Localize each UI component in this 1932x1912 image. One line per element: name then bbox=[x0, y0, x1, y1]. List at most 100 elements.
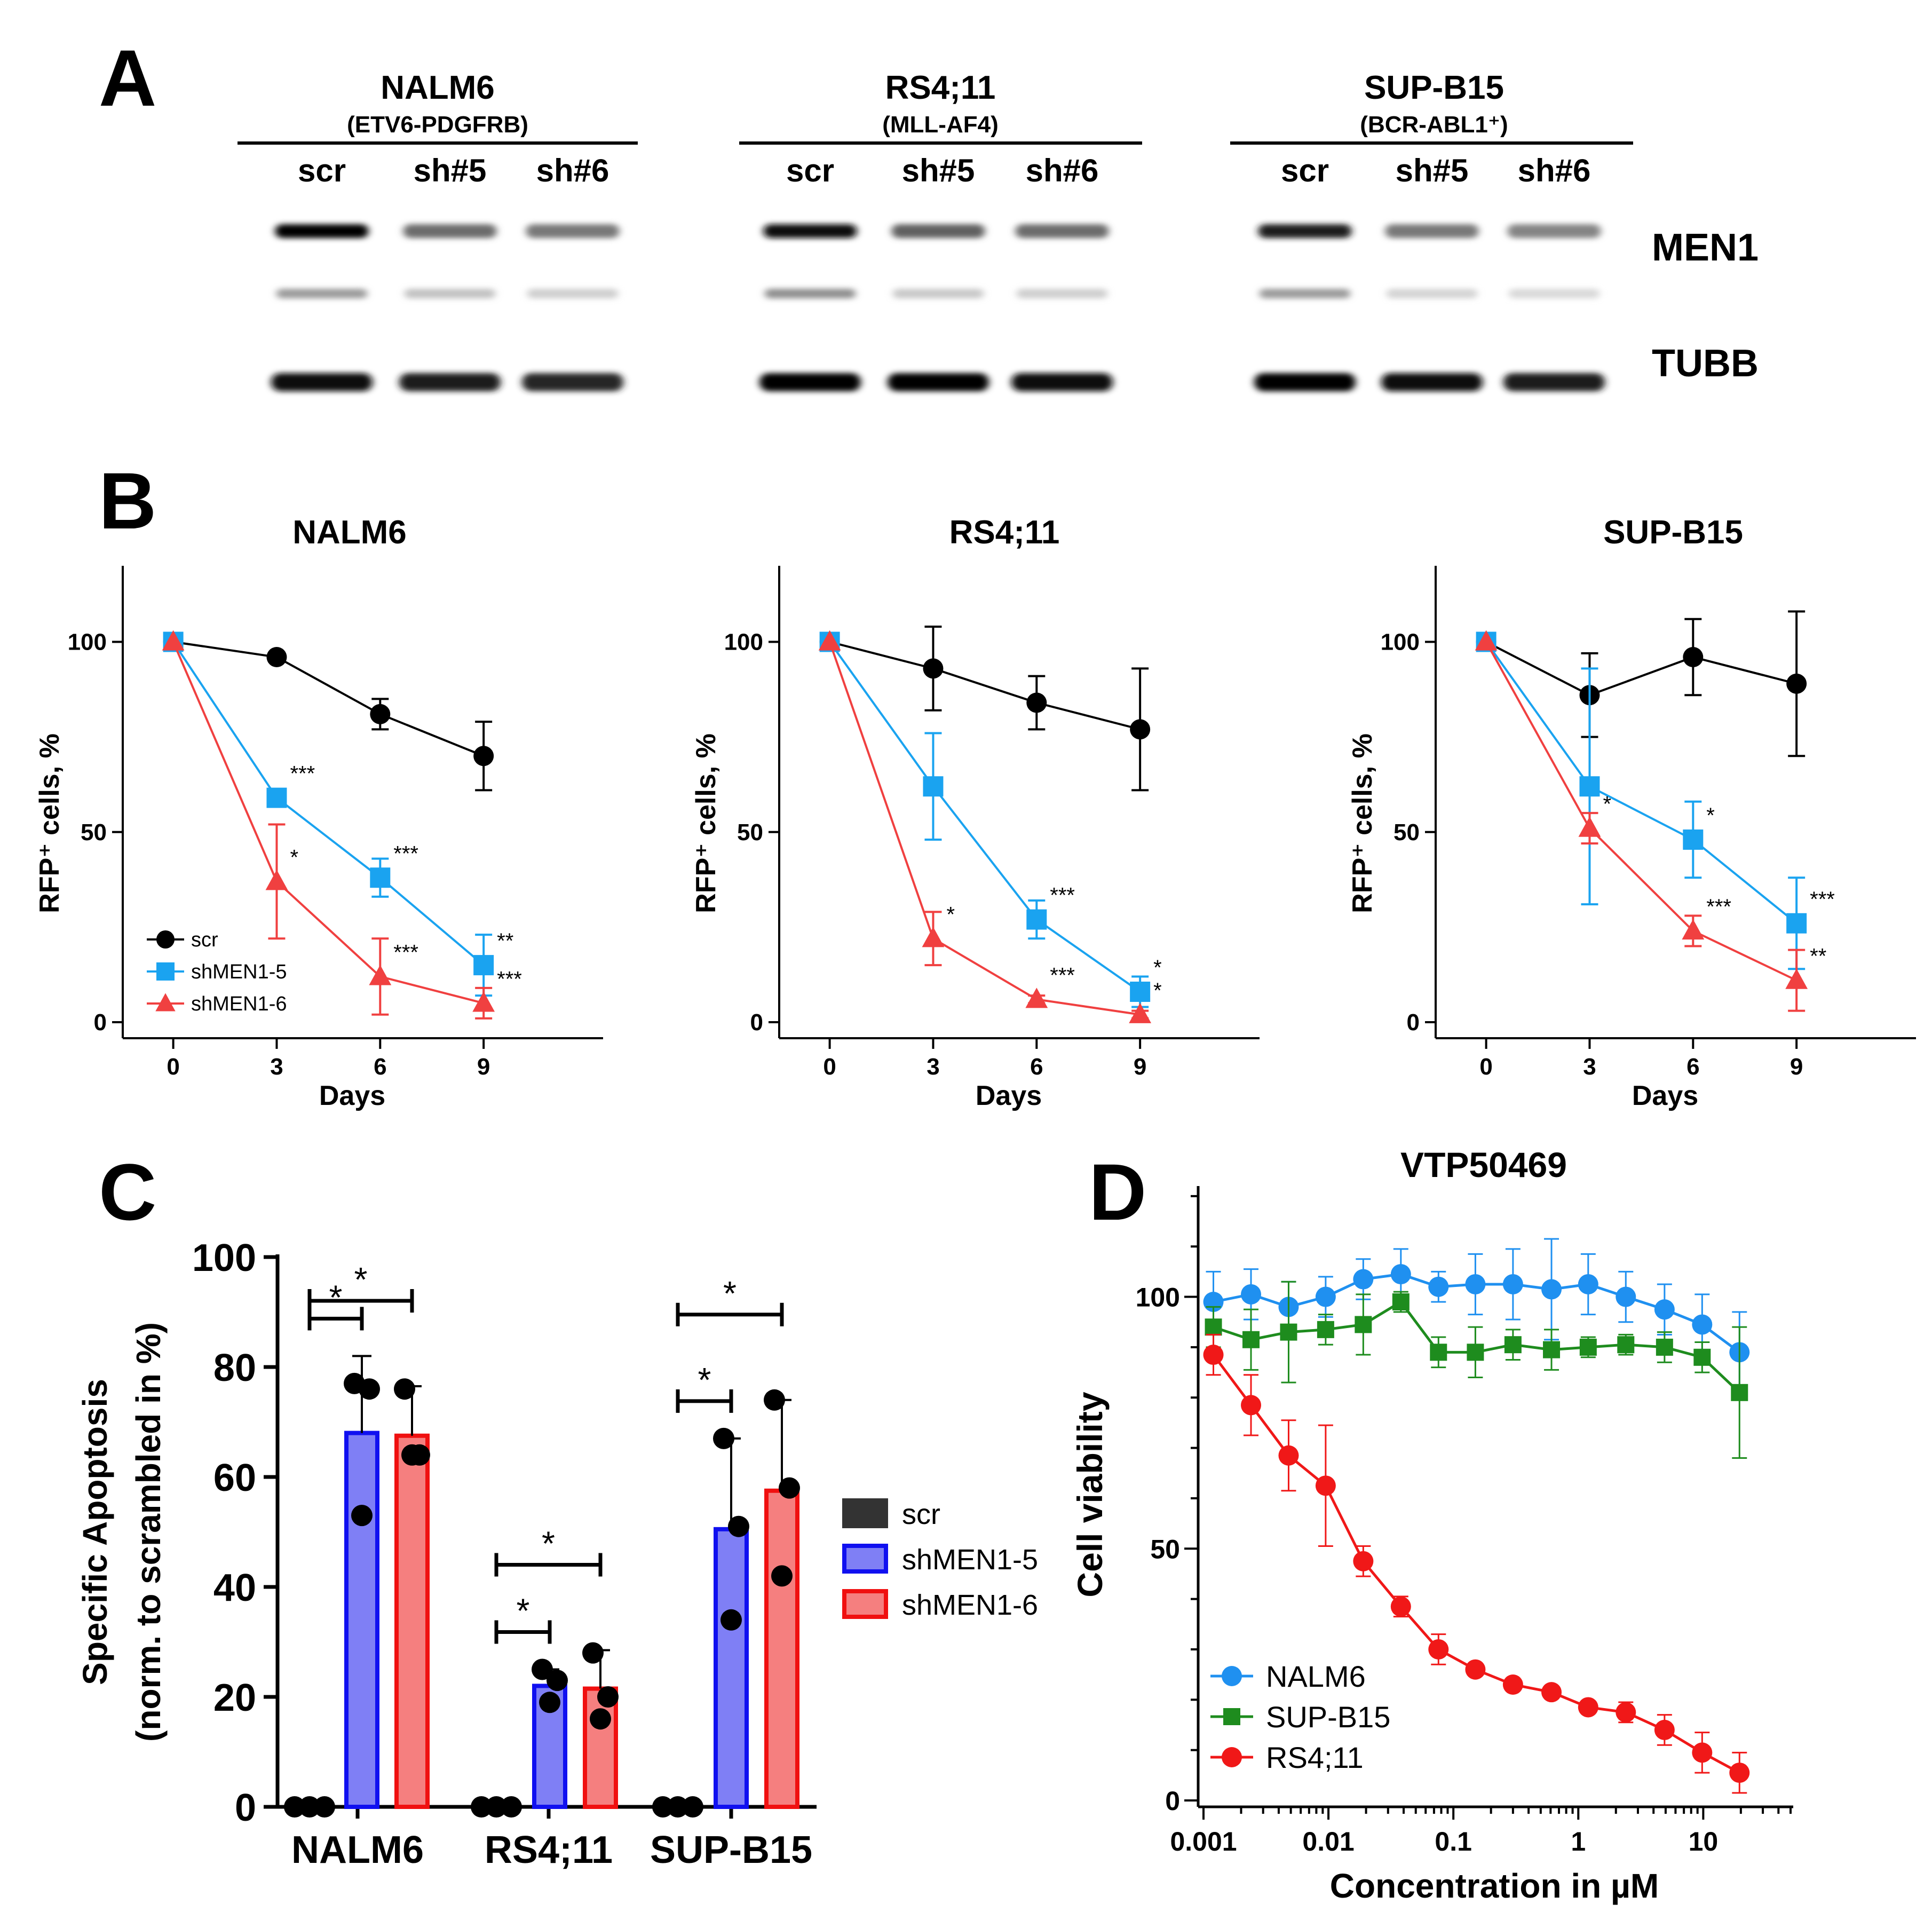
y-tick-label: 50 bbox=[737, 819, 763, 846]
data-point bbox=[1543, 1341, 1561, 1358]
replicate-point bbox=[394, 1378, 415, 1400]
blot-band bbox=[405, 289, 495, 298]
x-tick-label: 9 bbox=[477, 1054, 490, 1080]
data-point bbox=[1465, 1659, 1486, 1680]
series-line bbox=[828, 641, 1141, 1016]
blot-band bbox=[399, 373, 501, 391]
blot-band bbox=[275, 224, 369, 238]
y-axis-label: RFP⁺ cells, % bbox=[34, 733, 65, 913]
significance-label: ** bbox=[1810, 945, 1826, 968]
significance-label: * bbox=[946, 903, 955, 926]
significance-label: *** bbox=[1050, 963, 1075, 987]
chart-title: SUP-B15 bbox=[1603, 514, 1743, 551]
y-tick-label: 40 bbox=[213, 1567, 256, 1609]
y-tick-label: 60 bbox=[213, 1457, 256, 1499]
legend-label: RS4;11 bbox=[1266, 1741, 1364, 1774]
data-point bbox=[1392, 1293, 1410, 1310]
blot-band bbox=[526, 224, 620, 238]
data-point bbox=[1467, 1344, 1484, 1361]
data-point bbox=[1428, 1639, 1449, 1660]
data-point bbox=[266, 787, 287, 808]
replicate-point bbox=[359, 1378, 380, 1400]
data-point bbox=[472, 991, 495, 1012]
replicate-point bbox=[597, 1686, 619, 1708]
data-point bbox=[1353, 1551, 1374, 1571]
blot-group-title: RS4;11 bbox=[885, 69, 996, 106]
series-line bbox=[173, 641, 484, 757]
x-tick-label: 3 bbox=[1583, 1054, 1596, 1080]
significance-label: *** bbox=[290, 762, 315, 786]
data-point bbox=[1654, 1299, 1675, 1320]
replicate-point bbox=[539, 1692, 560, 1713]
data-point bbox=[1315, 1475, 1336, 1496]
y-tick-label: 50 bbox=[1393, 819, 1420, 846]
bar bbox=[532, 1684, 567, 1809]
y-tick-label: 0 bbox=[94, 1009, 107, 1036]
y-tick-label: 0 bbox=[235, 1787, 256, 1829]
x-tick-label: 1 bbox=[1571, 1827, 1586, 1856]
series-line bbox=[172, 641, 484, 1005]
series-line bbox=[828, 641, 1141, 993]
chart-title: RS4;11 bbox=[949, 514, 1060, 551]
blot-band bbox=[759, 373, 861, 391]
blot-group-title: NALM6 bbox=[381, 69, 495, 106]
legend-swatch bbox=[842, 1544, 888, 1574]
replicate-point bbox=[284, 1796, 305, 1818]
panel-label-b: B bbox=[99, 456, 156, 546]
chart-title: VTP50469 bbox=[1400, 1145, 1567, 1184]
y-tick-label: 50 bbox=[81, 819, 107, 846]
data-point bbox=[1203, 1345, 1224, 1365]
x-tick-label: 0 bbox=[823, 1054, 836, 1080]
data-point bbox=[1280, 1323, 1297, 1341]
legend-label: shMEN1-6 bbox=[191, 993, 287, 1015]
series-line bbox=[1485, 641, 1797, 697]
replicate-point bbox=[771, 1565, 793, 1587]
x-tick-label: 0.01 bbox=[1302, 1827, 1354, 1856]
blot-band bbox=[1387, 289, 1477, 298]
replicate-point bbox=[351, 1505, 373, 1527]
data-point bbox=[1786, 673, 1807, 694]
blot-band bbox=[1507, 224, 1601, 238]
x-axis-label: Concentration in µM bbox=[1330, 1867, 1659, 1905]
replicate-point bbox=[720, 1609, 742, 1631]
y-tick-label: 100 bbox=[724, 629, 763, 655]
blot-band bbox=[522, 373, 623, 391]
significance-label: * bbox=[698, 1361, 711, 1399]
data-point bbox=[1682, 919, 1705, 940]
legend-marker bbox=[155, 993, 176, 1012]
x-tick-label: 0.001 bbox=[1170, 1827, 1237, 1856]
blot-band bbox=[276, 289, 367, 298]
data-point bbox=[1390, 1596, 1411, 1617]
data-point bbox=[1241, 1395, 1262, 1416]
x-axis-label: Days bbox=[976, 1080, 1042, 1111]
data-point bbox=[1242, 1331, 1260, 1348]
data-point bbox=[1616, 1702, 1636, 1723]
blot-lane-label: sh#6 bbox=[1026, 153, 1099, 188]
data-point bbox=[1130, 982, 1151, 1002]
blot-band bbox=[893, 289, 984, 298]
blot-band bbox=[527, 289, 618, 298]
significance-label: * bbox=[354, 1260, 368, 1299]
x-tick-label: 3 bbox=[270, 1054, 283, 1080]
x-tick-label: NALM6 bbox=[291, 1829, 424, 1871]
x-tick-label: 0 bbox=[167, 1054, 179, 1080]
data-point bbox=[1692, 1742, 1713, 1763]
blot-group-subtitle: (ETV6-PDGFRB) bbox=[347, 112, 528, 138]
y-axis-label: Cell viability bbox=[1070, 1392, 1110, 1597]
bar bbox=[714, 1527, 749, 1810]
data-point bbox=[266, 647, 287, 667]
data-point bbox=[369, 965, 392, 985]
y-tick-label: 80 bbox=[213, 1347, 256, 1389]
y-tick-label: 0 bbox=[1407, 1009, 1420, 1036]
y-tick-label: 50 bbox=[1150, 1534, 1180, 1564]
significance-label: * bbox=[1153, 956, 1162, 979]
replicate-point bbox=[590, 1708, 611, 1730]
bar bbox=[764, 1488, 799, 1809]
blot-group-subtitle: (MLL-AF4) bbox=[882, 112, 999, 138]
legend-swatch bbox=[842, 1589, 888, 1619]
series-line bbox=[172, 641, 485, 966]
panel-label-c: C bbox=[99, 1147, 156, 1237]
significance-label: * bbox=[290, 846, 298, 869]
